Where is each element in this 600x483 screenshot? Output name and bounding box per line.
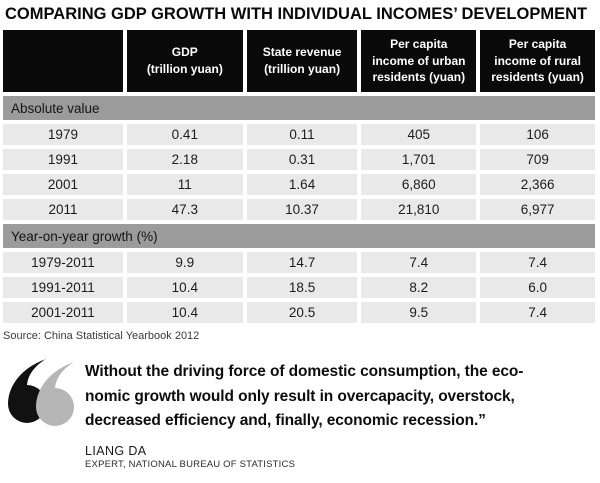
table-row: 1979 0.41 0.11 405 106 [3, 124, 595, 145]
table-row: 1979-2011 9.9 14.7 7.4 7.4 [3, 252, 595, 273]
rural-income-cell: 6,977 [480, 199, 595, 220]
section-row-yoy-growth: Year-on-year growth (%) [3, 224, 595, 248]
table-row: 2001 11 1.64 6,860 2,366 [3, 174, 595, 195]
table-row: 1991-2011 10.4 18.5 8.2 6.0 [3, 277, 595, 298]
column-header-blank [3, 30, 123, 92]
year-cell: 1991 [3, 149, 123, 170]
table-row: 2001-2011 10.4 20.5 9.5 7.4 [3, 302, 595, 323]
state-revenue-cell: 1.64 [246, 174, 358, 195]
urban-income-cell: 7.4 [361, 252, 477, 273]
gdp-cell: 2.18 [126, 149, 243, 170]
quote-section: Without the driving force of domestic co… [6, 358, 600, 470]
source-note: Source: China Statistical Yearbook 2012 [3, 330, 200, 342]
state-revenue-cell: 20.5 [246, 302, 358, 323]
page-title: COMPARING GDP GROWTH WITH INDIVIDUAL INC… [5, 5, 588, 23]
quote-author-role: EXPERT, NATIONAL BUREAU OF STATISTICS [85, 458, 296, 470]
urban-income-cell: 21,810 [361, 199, 477, 220]
gdp-cell: 10.4 [126, 277, 243, 298]
rural-income-cell: 2,366 [480, 174, 595, 195]
column-header-gdp: GDP (trillion yuan) [126, 30, 243, 92]
year-cell: 2001 [3, 174, 123, 195]
section-row-absolute-value: Absolute value [3, 96, 595, 120]
rural-income-cell: 106 [480, 124, 595, 145]
state-revenue-cell: 0.11 [246, 124, 358, 145]
table-header-row: GDP (trillion yuan) State revenue (trill… [3, 30, 595, 92]
section-label: Year-on-year growth (%) [3, 224, 595, 248]
state-revenue-cell: 18.5 [246, 277, 358, 298]
urban-income-cell: 8.2 [361, 277, 477, 298]
column-header-urban-income: Per capita income of urban residents (yu… [361, 30, 477, 92]
period-cell: 1979-2011 [3, 252, 123, 273]
period-cell: 2001-2011 [3, 302, 123, 323]
urban-income-cell: 405 [361, 124, 477, 145]
state-revenue-cell: 14.7 [246, 252, 358, 273]
rural-income-cell: 6.0 [480, 277, 595, 298]
rural-income-cell: 7.4 [480, 252, 595, 273]
table-row: 2011 47.3 10.37 21,810 6,977 [3, 199, 595, 220]
gdp-cell: 47.3 [126, 199, 243, 220]
rural-income-cell: 7.4 [480, 302, 595, 323]
gdp-cell: 9.9 [126, 252, 243, 273]
year-cell: 2011 [3, 199, 123, 220]
gdp-income-table: GDP (trillion yuan) State revenue (trill… [0, 26, 599, 327]
quote-body: Without the driving force of domestic co… [85, 358, 523, 470]
section-label: Absolute value [3, 96, 595, 120]
gdp-cell: 0.41 [126, 124, 243, 145]
gdp-cell: 10.4 [126, 302, 243, 323]
gdp-cell: 11 [126, 174, 243, 195]
state-revenue-cell: 0.31 [246, 149, 358, 170]
quote-text: Without the driving force of domestic co… [85, 363, 524, 429]
column-header-rural-income: Per capita income of rural residents (yu… [480, 30, 595, 92]
infographic-page: COMPARING GDP GROWTH WITH INDIVIDUAL INC… [0, 5, 600, 483]
table-row: 1991 2.18 0.31 1,701 709 [3, 149, 595, 170]
year-cell: 1979 [3, 124, 123, 145]
quote-marks-icon [8, 359, 74, 426]
column-header-state-revenue: State revenue (trillion yuan) [246, 30, 358, 92]
quote-author: LIANG DA [85, 443, 147, 458]
urban-income-cell: 1,701 [361, 149, 477, 170]
urban-income-cell: 6,860 [361, 174, 477, 195]
state-revenue-cell: 10.37 [246, 199, 358, 220]
period-cell: 1991-2011 [3, 277, 123, 298]
urban-income-cell: 9.5 [361, 302, 477, 323]
rural-income-cell: 709 [480, 149, 595, 170]
